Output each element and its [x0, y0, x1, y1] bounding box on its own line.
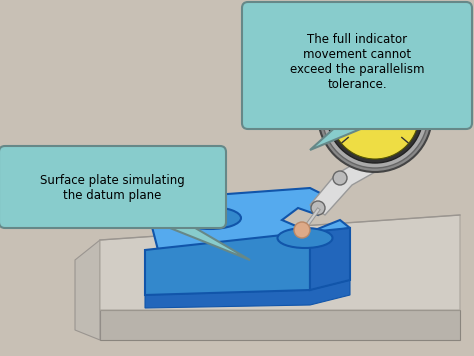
Text: The full indicator
movement cannot
exceed the parallelism
tolerance.: The full indicator movement cannot excee…: [290, 33, 424, 91]
FancyBboxPatch shape: [0, 146, 226, 228]
Polygon shape: [145, 280, 350, 308]
Circle shape: [322, 62, 428, 168]
Circle shape: [311, 201, 325, 215]
Circle shape: [318, 58, 432, 172]
Polygon shape: [100, 310, 460, 340]
Circle shape: [294, 222, 310, 238]
Polygon shape: [75, 240, 100, 340]
Ellipse shape: [179, 207, 241, 229]
Circle shape: [333, 171, 347, 185]
Circle shape: [331, 71, 419, 159]
Circle shape: [327, 67, 423, 163]
Polygon shape: [310, 140, 400, 215]
Polygon shape: [100, 215, 460, 310]
Polygon shape: [155, 222, 250, 260]
Polygon shape: [310, 228, 350, 290]
FancyBboxPatch shape: [242, 2, 472, 129]
Polygon shape: [310, 123, 375, 150]
Polygon shape: [145, 188, 350, 250]
Text: Surface plate simulating
the datum plane: Surface plate simulating the datum plane: [40, 174, 184, 202]
Polygon shape: [145, 232, 310, 295]
Circle shape: [371, 111, 379, 119]
Ellipse shape: [277, 228, 332, 248]
